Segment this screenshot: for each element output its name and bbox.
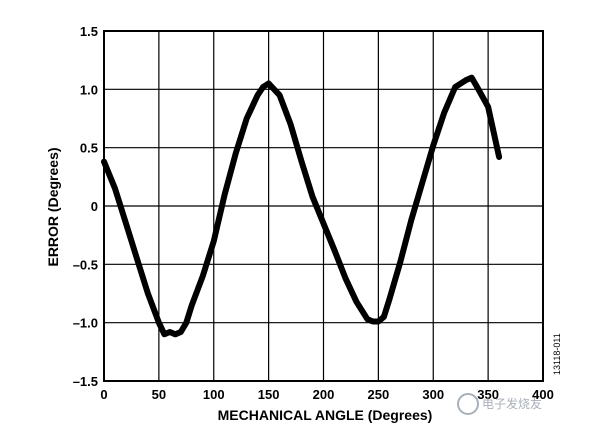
x-axis-label: MECHANICAL ANGLE (Degrees) bbox=[218, 407, 433, 423]
watermark: 电子发烧友 bbox=[457, 393, 542, 415]
y-tick-labels: 1.5 1.0 0.5 0 –0.5 –1.0 –1.5 bbox=[73, 24, 98, 389]
x-tick-label: 50 bbox=[152, 387, 166, 402]
grid bbox=[103, 30, 544, 382]
figure-id: 13118-011 bbox=[552, 333, 562, 375]
x-tick-label: 150 bbox=[258, 387, 280, 402]
plot-frame bbox=[103, 30, 544, 382]
x-tick-label: 200 bbox=[313, 387, 335, 402]
x-tick-label: 350 bbox=[477, 387, 499, 402]
y-tick-label: –1.0 bbox=[73, 316, 98, 331]
y-axis-label: ERROR (Degrees) bbox=[45, 147, 61, 266]
x-tick-labels: 0 50 100 150 200 250 300 350 400 bbox=[100, 387, 553, 402]
watermark-logo-icon bbox=[457, 393, 479, 415]
y-tick-label: 0.5 bbox=[80, 141, 98, 156]
y-tick-label: 1.5 bbox=[80, 24, 98, 39]
watermark-text: 电子发烧友 bbox=[482, 396, 542, 411]
y-tick-label: 1.0 bbox=[80, 82, 98, 97]
x-tick-label: 300 bbox=[422, 387, 444, 402]
x-tick-label: 100 bbox=[203, 387, 225, 402]
x-tick-label: 0 bbox=[100, 387, 107, 402]
series-line bbox=[101, 74, 503, 338]
y-tick-label: –1.5 bbox=[73, 374, 98, 389]
x-tick-label: 400 bbox=[532, 387, 554, 402]
x-tick-label: 250 bbox=[368, 387, 390, 402]
y-tick-label: –0.5 bbox=[73, 257, 98, 272]
y-tick-label: 0 bbox=[91, 199, 98, 214]
